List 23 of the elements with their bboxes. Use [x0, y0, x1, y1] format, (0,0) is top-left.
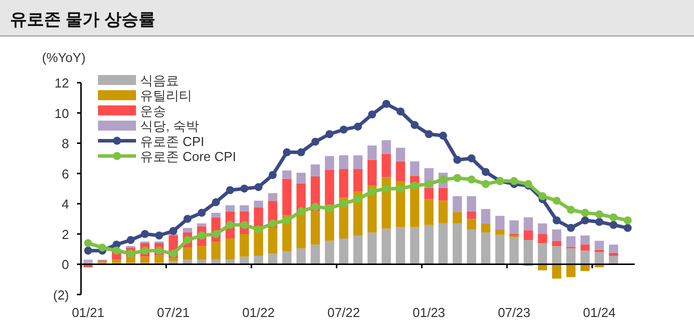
y-axis-title: (%YoY): [42, 50, 86, 65]
x-tick-label: 01/21: [72, 305, 104, 320]
y-tick-label: 0: [62, 257, 69, 272]
y-tick-label: 8: [62, 136, 69, 152]
y-tick-label: 2: [62, 226, 69, 242]
x-tick-label: 01/24: [583, 305, 616, 320]
x-tick-label: 01/23: [412, 305, 446, 320]
chart-title: 유로존 물가 상승률: [10, 10, 156, 29]
x-tick-label: 07/22: [327, 305, 360, 320]
y-tick-label: (2): [53, 288, 69, 302]
y-tick-label: 6: [62, 166, 69, 182]
y-tick-label: 4: [62, 196, 69, 212]
x-tick-label: 07/23: [498, 305, 530, 320]
legend-label: 식음료: [140, 73, 179, 88]
y-tick-label: 10: [54, 106, 69, 121]
x-tick-label: 01/22: [242, 305, 275, 320]
legend-label: 유틸리티: [140, 88, 192, 104]
x-tick-label: 07/21: [157, 305, 190, 320]
legend-label: 운송: [140, 103, 166, 118]
legend-label: 유로존 CPI: [140, 134, 204, 149]
legend-label: 식당, 숙박: [140, 118, 200, 134]
y-tick-label: 12: [54, 76, 69, 91]
legend-label: 유로존 Core CPI: [140, 149, 236, 164]
